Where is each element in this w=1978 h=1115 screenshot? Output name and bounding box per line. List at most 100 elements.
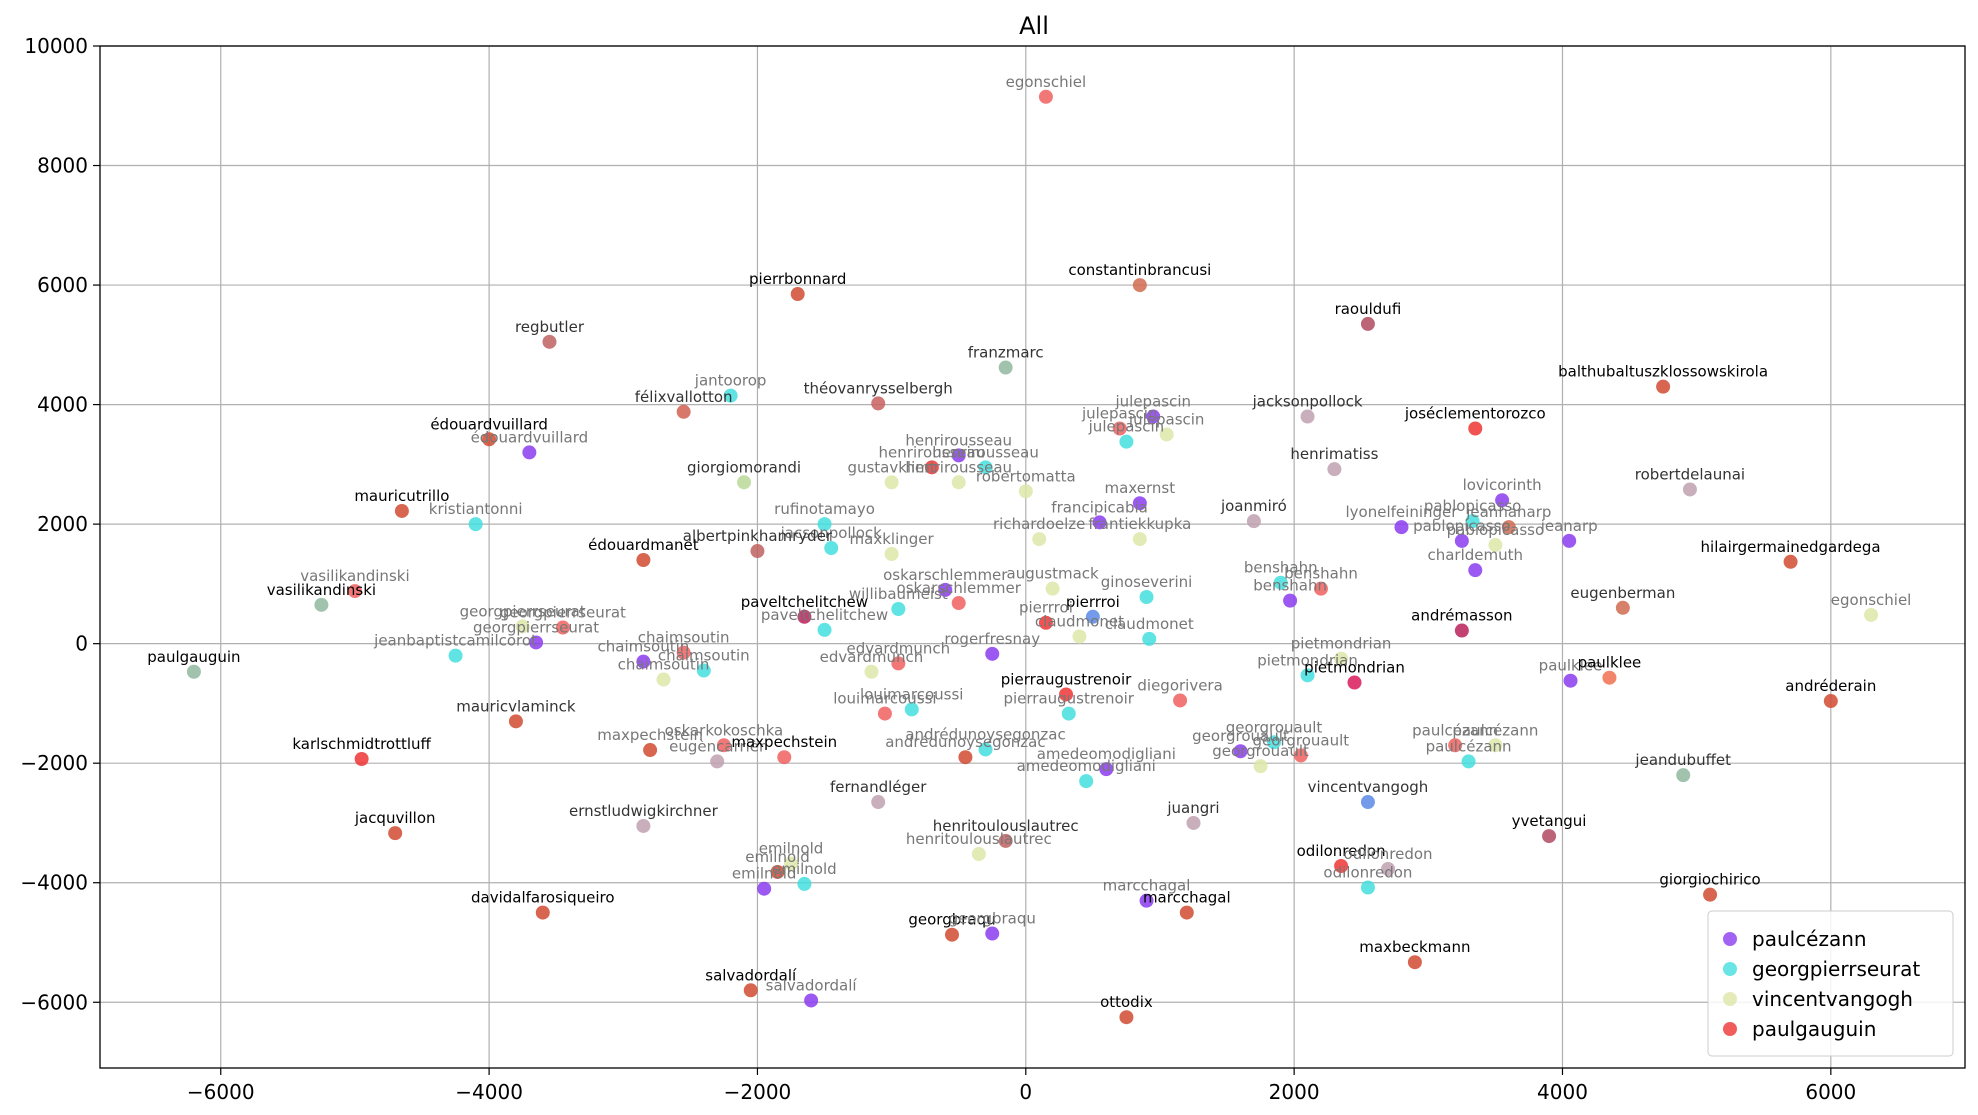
legend-label: georgpierrseurat xyxy=(1752,957,1920,981)
data-point xyxy=(891,656,906,671)
point-label: ginoseverini xyxy=(1101,573,1193,591)
plot-frame xyxy=(99,45,1966,1069)
point-label: georgbraqu xyxy=(949,910,1036,928)
data-point xyxy=(1300,409,1315,424)
data-points xyxy=(186,89,1879,1025)
point-label: chaimsoutin xyxy=(598,638,690,656)
data-point xyxy=(676,404,691,419)
y-tick-label: −2000 xyxy=(20,751,88,775)
point-label: raouldufi xyxy=(1335,300,1402,318)
point-label: henrirousseau xyxy=(932,443,1039,461)
legend-box xyxy=(1707,910,1954,1057)
point-label: salvadordalí xyxy=(705,966,797,984)
data-point xyxy=(1676,768,1691,783)
point-label: louimarcoussi xyxy=(833,690,936,708)
point-label: maxbeckmann xyxy=(1359,938,1470,956)
data-point xyxy=(891,601,906,616)
point-label: odilonredon xyxy=(1344,845,1433,863)
data-point xyxy=(944,927,959,942)
data-point xyxy=(696,663,711,678)
point-label: mauricvlaminck xyxy=(456,697,576,715)
data-point xyxy=(1563,673,1578,688)
data-point xyxy=(515,619,530,634)
data-point xyxy=(636,654,651,669)
point-label: chaimsoutin xyxy=(618,656,710,674)
point-label: egonschiel xyxy=(1831,591,1912,609)
data-point xyxy=(535,905,550,920)
legend-marker xyxy=(1723,932,1737,946)
point-label: marcchagal xyxy=(1143,889,1231,907)
data-point xyxy=(1615,600,1630,615)
point-label: balthubaltuszklossowskirola xyxy=(1558,363,1768,381)
data-point xyxy=(1045,581,1060,596)
data-point xyxy=(797,876,812,891)
data-point xyxy=(864,664,879,679)
point-label: karlschmidtrottluff xyxy=(292,735,431,753)
point-label: benshahn xyxy=(1253,577,1327,595)
point-label: yvetangui xyxy=(1512,812,1587,830)
data-point xyxy=(750,544,765,559)
data-point xyxy=(951,448,966,463)
point-label: oskarschlemmer xyxy=(897,579,1022,597)
point-label: claudmonet xyxy=(1105,615,1194,633)
data-point xyxy=(1246,514,1261,529)
point-label: edvardmunch xyxy=(847,639,951,657)
point-label: emilnold xyxy=(759,840,824,858)
data-point xyxy=(636,552,651,567)
data-point xyxy=(1142,631,1157,646)
point-label: fernandléger xyxy=(830,778,927,796)
legend: paulcézann georgpierrseurat vincentvangogh… xyxy=(1707,910,1954,1057)
data-point xyxy=(1656,379,1671,394)
point-label: henrirousseau xyxy=(879,443,986,461)
data-point xyxy=(1018,484,1033,499)
x-tick-label: −6000 xyxy=(187,1080,255,1104)
point-label: andrédunoysegonzac xyxy=(885,733,1045,751)
point-label: claudmonet xyxy=(1035,612,1124,630)
data-point xyxy=(1562,533,1577,548)
data-point xyxy=(770,864,785,879)
point-label: vincentvangogh xyxy=(1308,778,1429,796)
data-point xyxy=(884,547,899,562)
point-label: pierraugustrenoir xyxy=(1003,690,1134,708)
data-point xyxy=(998,360,1013,375)
point-label: eugèncarrièr xyxy=(669,737,766,755)
point-label: paulklee xyxy=(1578,654,1642,672)
data-point xyxy=(347,584,362,599)
data-point xyxy=(998,833,1013,848)
data-point xyxy=(529,635,544,650)
point-label: joanmiró xyxy=(1220,497,1287,515)
point-label: pietmondrian xyxy=(1257,651,1358,669)
point-label: salvadordalí xyxy=(766,976,858,994)
data-point xyxy=(1703,887,1718,902)
point-label: robertomatta xyxy=(976,467,1076,485)
axis-ticks: −6000 −4000 −2000 0 2000 4000 6000 −6000 −4000 −2… xyxy=(20,34,1856,1104)
data-point xyxy=(1079,774,1094,789)
data-point xyxy=(314,597,329,612)
point-label: paulcézann xyxy=(1426,737,1512,755)
data-point xyxy=(1360,316,1375,331)
point-label: jacsonpollock xyxy=(780,524,883,542)
data-point xyxy=(1233,744,1248,759)
data-point xyxy=(1783,554,1798,569)
point-label: oskarkokoschka xyxy=(665,721,784,739)
data-point xyxy=(1465,514,1480,529)
data-point xyxy=(951,475,966,490)
data-point xyxy=(871,396,886,411)
data-point xyxy=(1542,829,1557,844)
point-label: henrirousseau xyxy=(905,458,1012,476)
data-point xyxy=(1864,607,1879,622)
y-tick-label: 4000 xyxy=(37,393,88,417)
data-point xyxy=(1501,520,1516,535)
data-point xyxy=(757,881,772,896)
point-label: amedeomodigliani xyxy=(1037,745,1176,763)
point-label: davidalfarosiqueiro xyxy=(471,889,615,907)
data-point xyxy=(1381,861,1396,876)
data-point xyxy=(1394,520,1409,535)
data-point xyxy=(448,648,463,663)
point-label: andrédunoysegonzac xyxy=(905,725,1065,743)
data-point xyxy=(1313,581,1328,596)
point-label: benshahn xyxy=(1244,559,1318,577)
x-tick-label: 2000 xyxy=(1269,1080,1320,1104)
data-point xyxy=(817,517,832,532)
